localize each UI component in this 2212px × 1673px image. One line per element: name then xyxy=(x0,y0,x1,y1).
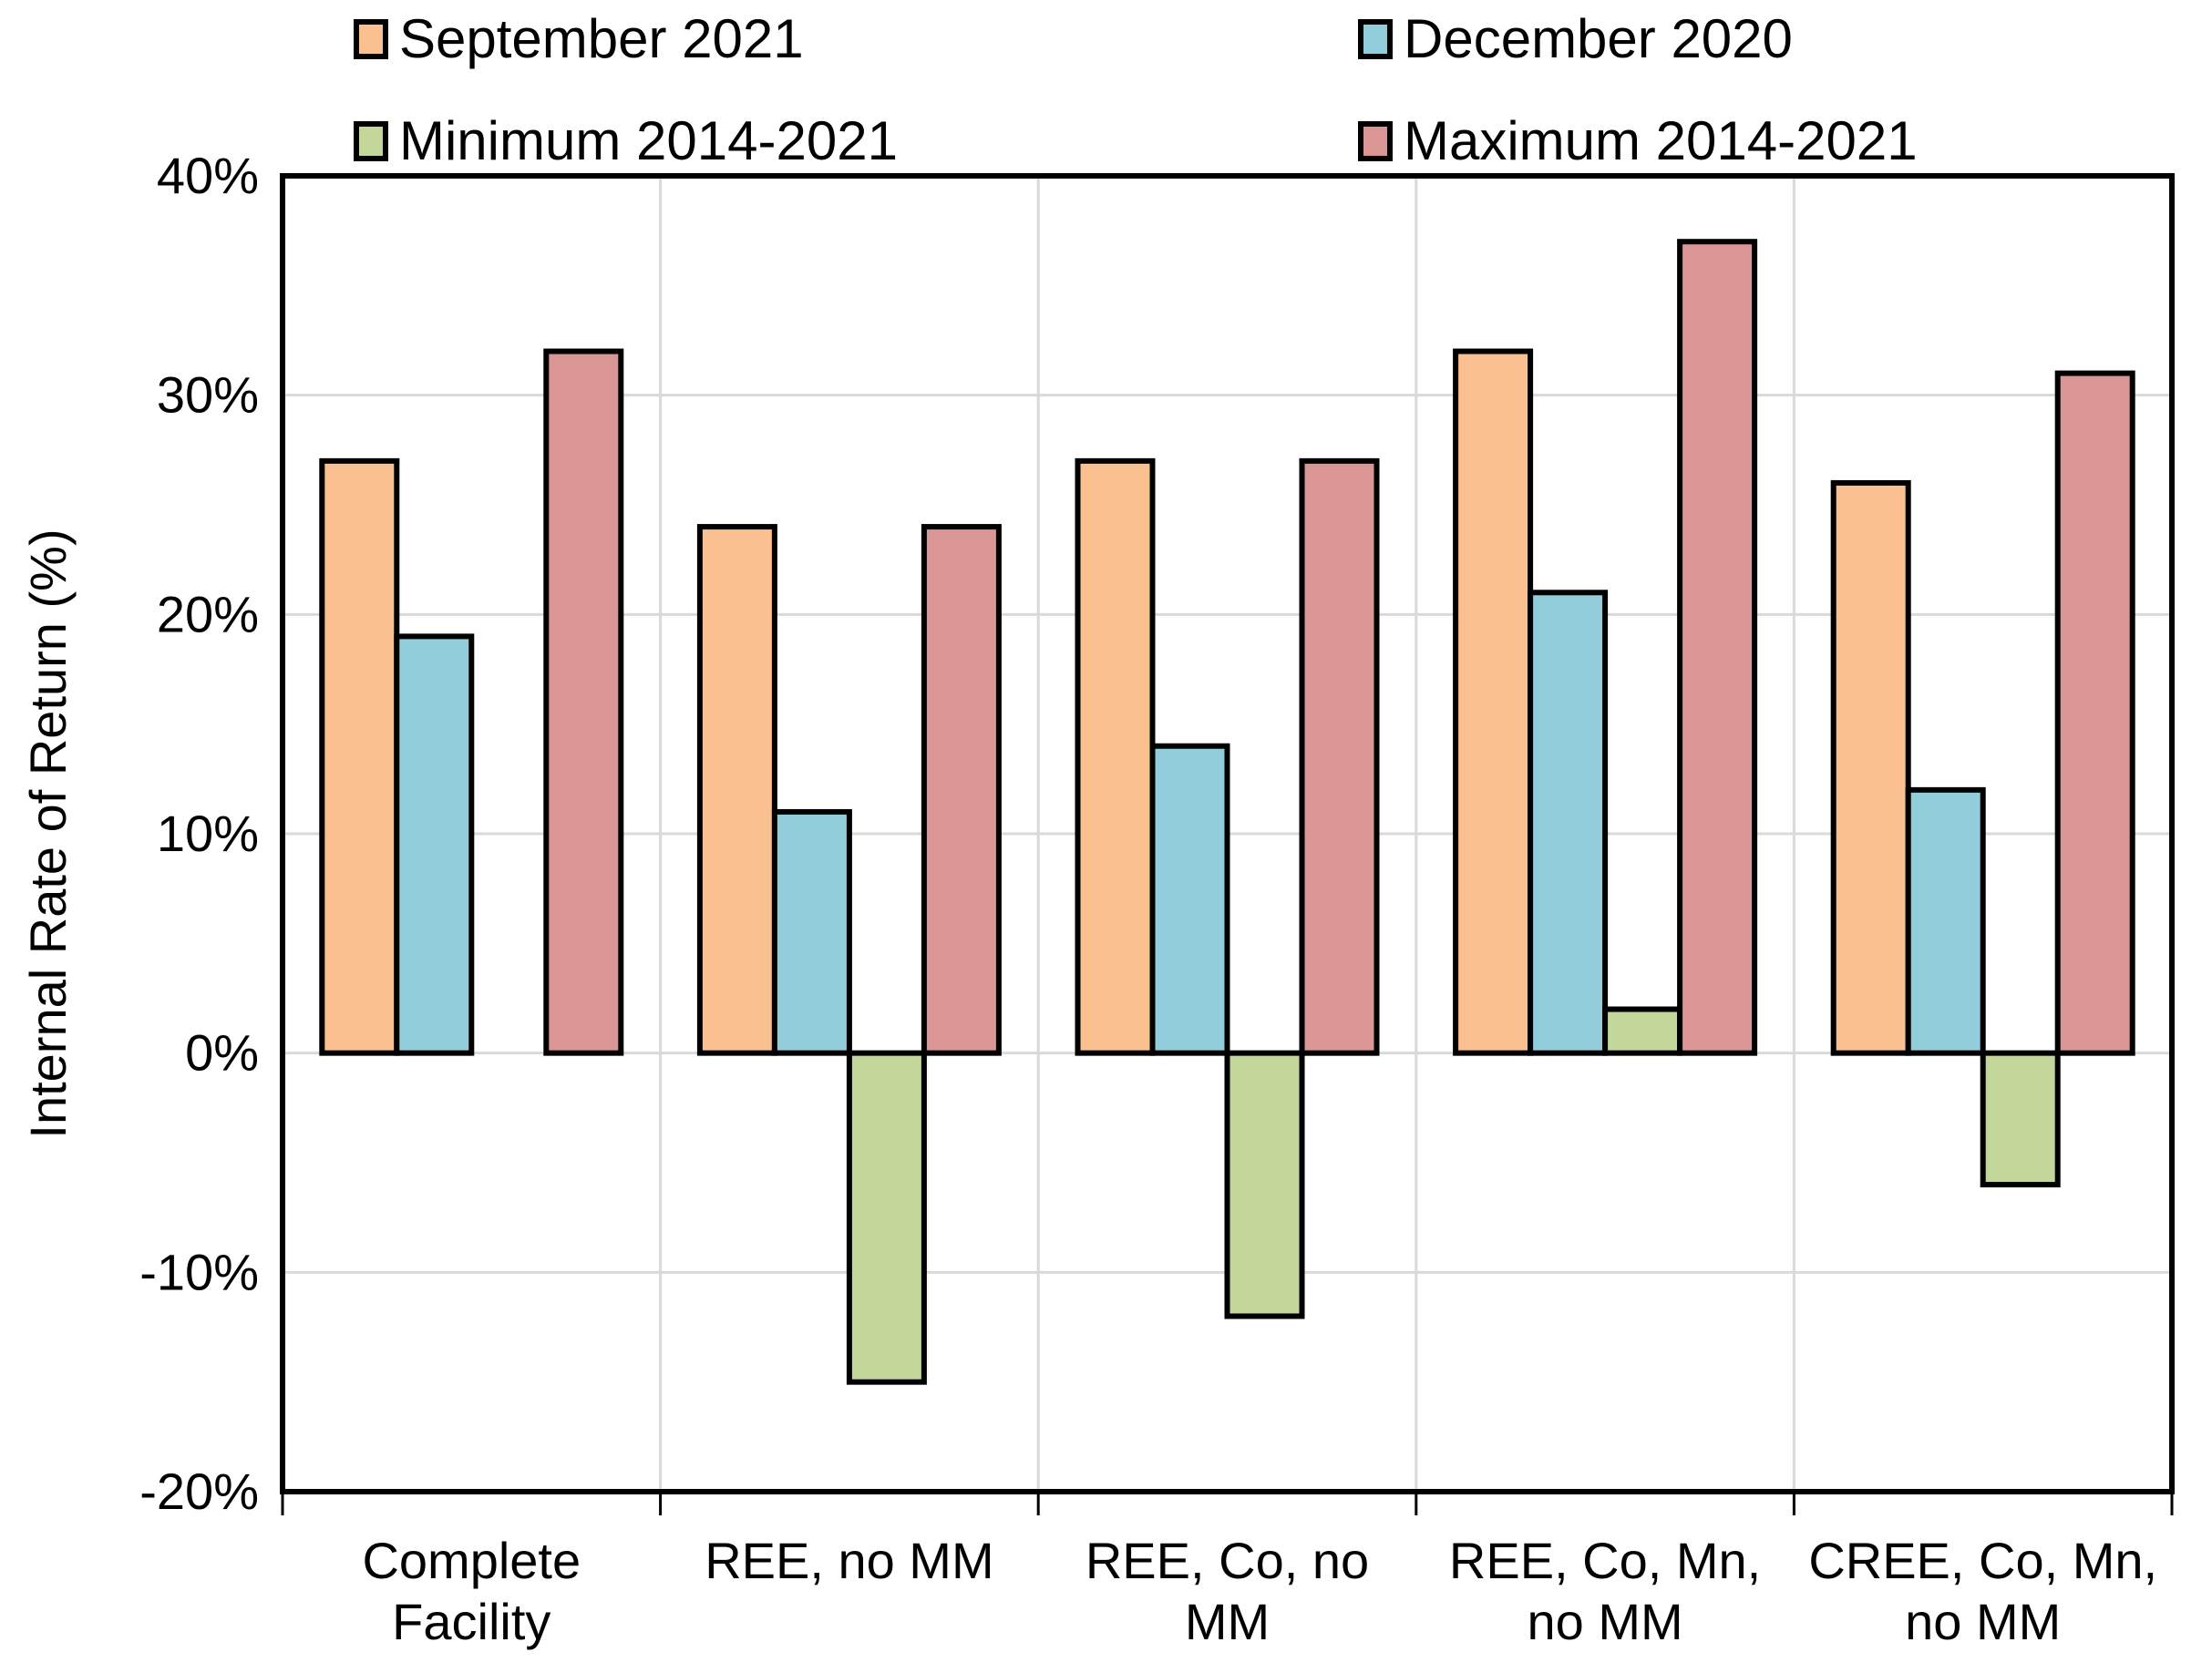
bar-minimum-2014-2021-ree-co-no-mm xyxy=(1224,1050,1305,1319)
bar-maximum-2014-2021-ree-co-no-mm xyxy=(1299,457,1380,1056)
y-tick-label: -20% xyxy=(139,1463,259,1520)
bar-september-2021-ree-no-mm xyxy=(696,524,777,1056)
y-tick-label: 0% xyxy=(185,1024,259,1082)
y-tick-label: 20% xyxy=(157,585,259,642)
legend-label: Maximum 2014-2021 xyxy=(1404,110,1918,171)
legend-swatch-icon xyxy=(354,121,388,161)
x-category-label: MM xyxy=(1185,1593,1270,1650)
bar-maximum-2014-2021-cree-co-mn-no-mm xyxy=(2054,370,2135,1056)
y-tick-label: 10% xyxy=(157,805,259,862)
x-category-label: no MM xyxy=(1905,1593,2061,1650)
y-axis-title: Internal Rate of Return (%) xyxy=(19,529,77,1138)
legend-item-december-2020: December 2020 xyxy=(1358,7,1793,71)
chart-legend: September 2021 December 2020 Minimum 2014-… xyxy=(0,0,2212,182)
bar-minimum-2014-2021-ree-no-mm xyxy=(846,1050,927,1385)
y-tick-label: -10% xyxy=(139,1243,259,1300)
bar-maximum-2014-2021-ree-co-mn-no-mm xyxy=(1677,239,1758,1056)
bar-minimum-2014-2021-ree-co-mn-no-mm xyxy=(1602,1006,1683,1056)
x-category-label: Facility xyxy=(392,1593,550,1650)
legend-swatch-icon xyxy=(1358,19,1393,59)
legend-label: September 2021 xyxy=(399,8,804,69)
y-tick-label: 40% xyxy=(157,147,259,204)
bar-maximum-2014-2021-ree-no-mm xyxy=(921,524,1002,1056)
x-category-label: REE, no MM xyxy=(705,1532,993,1589)
plot-border xyxy=(280,173,2175,1494)
bar-september-2021-ree-co-no-mm xyxy=(1075,457,1156,1056)
x-category-label: REE, Co, Mn, xyxy=(1449,1532,1761,1589)
bar-december-2020-cree-co-mn-no-mm xyxy=(1905,786,1986,1056)
x-category-label: no MM xyxy=(1528,1593,1683,1650)
bar-minimum-2014-2021-cree-co-mn-no-mm xyxy=(1980,1050,2061,1188)
legend-swatch-icon xyxy=(354,19,388,59)
bar-december-2020-complete-facility xyxy=(394,633,475,1056)
y-tick-label: 30% xyxy=(157,366,259,424)
legend-label: Minimum 2014-2021 xyxy=(399,110,898,171)
legend-item-minimum-2014-2021: Minimum 2014-2021 xyxy=(354,109,898,173)
legend-item-september-2021: September 2021 xyxy=(354,7,804,71)
bar-december-2020-ree-co-mn-no-mm xyxy=(1528,590,1609,1056)
x-category-label: Complete xyxy=(362,1532,581,1589)
bar-september-2021-ree-co-mn-no-mm xyxy=(1453,348,1534,1056)
bar-december-2020-ree-no-mm xyxy=(771,808,852,1056)
bar-september-2021-complete-facility xyxy=(319,457,400,1056)
bar-september-2021-cree-co-mn-no-mm xyxy=(1830,479,1911,1056)
x-category-label: CREE, Co, Mn, xyxy=(1808,1532,2157,1589)
bar-december-2020-ree-co-no-mm xyxy=(1149,743,1230,1056)
legend-label: December 2020 xyxy=(1404,8,1793,69)
x-category-label: REE, Co, no xyxy=(1085,1532,1369,1589)
legend-swatch-icon xyxy=(1358,121,1393,161)
bar-maximum-2014-2021-complete-facility xyxy=(543,348,624,1056)
legend-item-maximum-2014-2021: Maximum 2014-2021 xyxy=(1358,109,1918,173)
